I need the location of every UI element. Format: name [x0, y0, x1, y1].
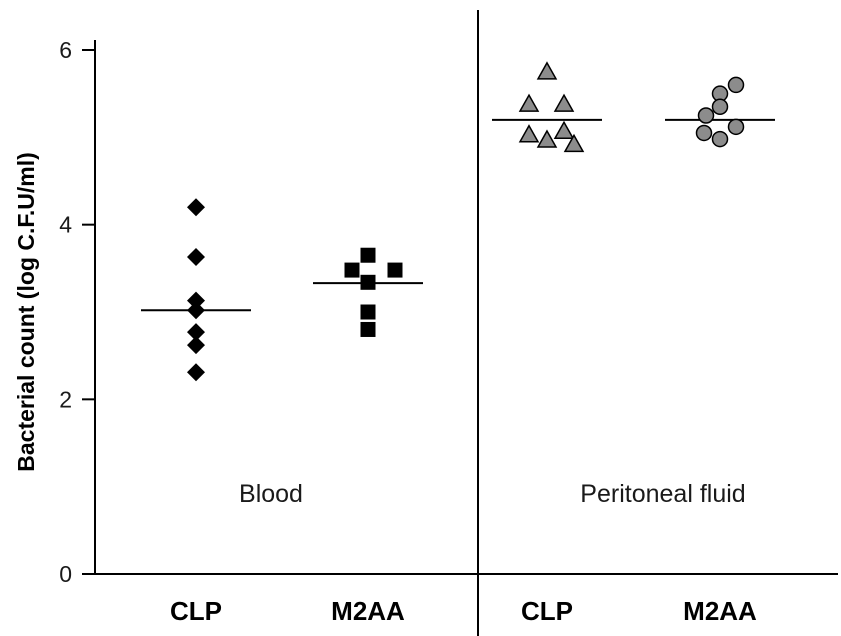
category-label: CLP: [521, 596, 573, 626]
data-point: [727, 76, 745, 94]
y-tick-label: 0: [59, 561, 72, 587]
y-tick-label: 6: [59, 37, 72, 63]
panels: Blood CLP M2AA Peritoneal fluid CLP M2AA: [141, 61, 775, 626]
data-point: [187, 291, 205, 310]
data-point: [697, 107, 715, 124]
category-label: M2AA: [683, 596, 757, 626]
data-point: [536, 61, 558, 80]
data-point: [360, 247, 376, 263]
data-point: [518, 93, 540, 112]
data-point: [360, 274, 376, 290]
category-label: M2AA: [331, 596, 405, 626]
data-point: [187, 363, 205, 382]
data-point: [187, 336, 205, 355]
data-point: [711, 98, 729, 116]
data-point: [563, 133, 585, 153]
y-tick-label: 4: [59, 212, 72, 238]
y-axis-label: Bacterial count (log C.F.U/ml): [13, 152, 39, 471]
panel-label: Peritoneal fluid: [580, 480, 745, 508]
data-point: [344, 262, 360, 278]
data-point: [727, 118, 745, 136]
data-point: [518, 124, 540, 143]
data-point: [360, 304, 376, 320]
data-point: [553, 93, 575, 112]
data-point: [360, 321, 376, 337]
data-point: [695, 124, 713, 142]
data-point: [187, 301, 205, 320]
data-point: [387, 262, 403, 278]
data-point: [187, 323, 205, 342]
data-point: [536, 129, 558, 148]
data-point: [711, 130, 729, 148]
panel-label: Blood: [239, 480, 303, 508]
y-ticks: 0 2 4 6: [59, 37, 95, 587]
category-label: CLP: [170, 596, 222, 626]
data-point: [553, 120, 575, 139]
data-point: [187, 247, 205, 266]
y-tick-label: 2: [59, 386, 72, 412]
data-point: [187, 198, 205, 217]
